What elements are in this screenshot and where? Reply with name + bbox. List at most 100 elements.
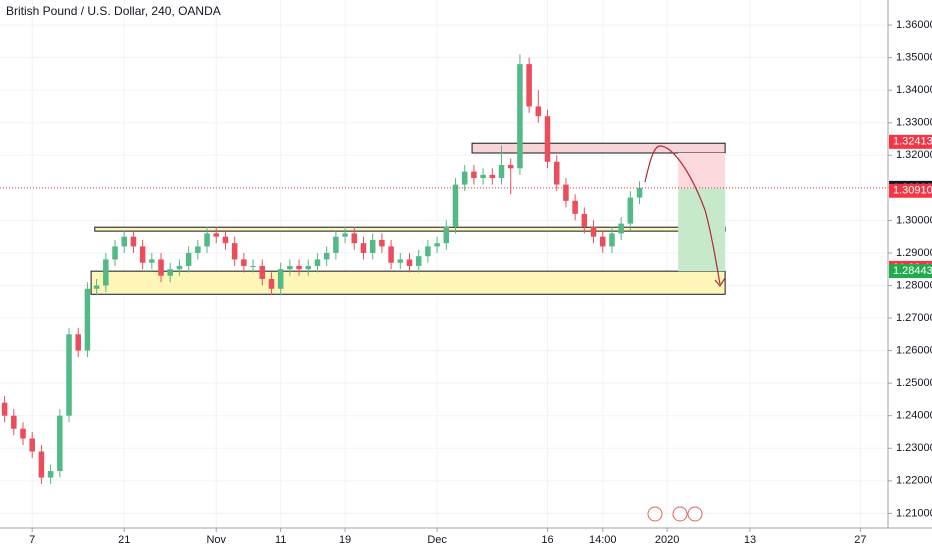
zones bbox=[90, 142, 726, 295]
candle-body bbox=[379, 239, 385, 247]
y-tick-label: 1.24000 bbox=[896, 410, 932, 422]
candle-body bbox=[609, 233, 615, 247]
x-tick-label: 21 bbox=[118, 534, 130, 546]
zone bbox=[471, 142, 726, 154]
candle-body bbox=[29, 438, 35, 452]
candle-body bbox=[93, 285, 100, 289]
candle-body bbox=[11, 415, 17, 429]
candle-body bbox=[434, 243, 440, 247]
candle-body bbox=[581, 213, 588, 227]
y-tick-label: 1.27000 bbox=[896, 312, 932, 324]
x-tick-label: 11 bbox=[275, 534, 286, 546]
x-tick-label: Dec bbox=[427, 534, 447, 546]
candle-body bbox=[526, 64, 532, 107]
candle-body bbox=[38, 451, 45, 478]
y-tick-label: 1.36000 bbox=[896, 19, 932, 31]
candle-body bbox=[323, 252, 330, 260]
candle-body bbox=[636, 187, 643, 198]
y-tick-label: 1.25000 bbox=[896, 377, 932, 389]
candle-body bbox=[1, 402, 8, 416]
x-tick-label: 14:00 bbox=[589, 534, 617, 546]
candle-body bbox=[204, 233, 210, 247]
candle-body bbox=[176, 265, 183, 270]
x-tick-label: Nov bbox=[206, 534, 226, 546]
y-tick-label: 1.29000 bbox=[896, 247, 932, 259]
axes: 1.21000 1.22000 1.23000 1.24000 1.25000 1.260… bbox=[29, 19, 932, 546]
candle-body bbox=[627, 197, 634, 224]
candle-body bbox=[167, 269, 173, 276]
price-label: 1.32413 bbox=[893, 136, 932, 148]
candle-body bbox=[277, 269, 284, 289]
candle-body bbox=[75, 334, 81, 351]
candle-body bbox=[139, 246, 146, 263]
price-label: 1.30910 bbox=[893, 185, 932, 197]
candle-body bbox=[185, 252, 192, 266]
candle-body bbox=[130, 236, 137, 247]
candle-body bbox=[195, 246, 201, 253]
candle-body bbox=[66, 334, 72, 416]
candle-body bbox=[388, 246, 394, 263]
y-tick-label: 1.26000 bbox=[896, 344, 932, 356]
candle-body bbox=[443, 226, 450, 244]
chart-title: British Pound / U.S. Dollar, 240, OANDA bbox=[6, 4, 221, 18]
candle-body bbox=[544, 116, 551, 162]
candle-body bbox=[406, 259, 413, 266]
candle-body bbox=[369, 239, 376, 253]
candle-body bbox=[498, 165, 505, 179]
candle-body bbox=[158, 259, 164, 276]
candle-body bbox=[287, 265, 293, 270]
y-tick-label: 1.32000 bbox=[896, 149, 932, 161]
candle-body bbox=[517, 64, 523, 169]
candle-body bbox=[507, 165, 514, 169]
candle-body bbox=[360, 243, 367, 253]
price-label: 1.28443 bbox=[893, 265, 932, 277]
y-tick-label: 1.34000 bbox=[896, 84, 932, 96]
candle-body bbox=[342, 233, 348, 237]
candle-body bbox=[618, 223, 624, 234]
candle-body bbox=[415, 256, 422, 266]
candle-body bbox=[489, 174, 496, 179]
x-tick-label: 27 bbox=[854, 534, 866, 546]
event-icon bbox=[647, 506, 663, 522]
candle-body bbox=[397, 259, 404, 263]
candle-body bbox=[452, 184, 459, 227]
candle-body bbox=[47, 471, 54, 478]
zone bbox=[90, 270, 726, 295]
y-tick-label: 1.22000 bbox=[896, 475, 932, 487]
x-tick-label: 13 bbox=[744, 534, 756, 546]
candle-body bbox=[553, 161, 560, 185]
event-icons bbox=[647, 506, 703, 522]
candle-body bbox=[231, 243, 238, 260]
candle-body bbox=[535, 106, 542, 117]
candle-body bbox=[333, 236, 339, 253]
x-tick-label: 2020 bbox=[655, 534, 679, 546]
candle-body bbox=[103, 259, 109, 286]
candle-body bbox=[563, 184, 569, 201]
price-label-bg bbox=[889, 134, 932, 149]
candle-body bbox=[84, 288, 91, 351]
candle-body bbox=[314, 259, 321, 266]
y-tick-label: 1.30000 bbox=[896, 214, 932, 226]
candle-body bbox=[590, 226, 597, 237]
candle-body bbox=[222, 236, 229, 244]
projection-arrow bbox=[644, 145, 721, 285]
event-icon bbox=[672, 506, 688, 522]
x-tick-label: 7 bbox=[29, 534, 35, 546]
candle-body bbox=[250, 265, 256, 267]
zone bbox=[94, 226, 726, 232]
candle-body bbox=[572, 200, 578, 214]
zone bbox=[678, 152, 726, 189]
x-tick-label: 16 bbox=[541, 534, 553, 546]
candle-body bbox=[112, 246, 118, 260]
candle-body bbox=[213, 233, 220, 237]
candle-body bbox=[57, 415, 63, 472]
candle-body bbox=[121, 236, 127, 247]
y-tick-label: 1.35000 bbox=[896, 52, 932, 64]
event-icon bbox=[687, 506, 703, 522]
price-label-bg bbox=[889, 264, 932, 279]
candle-body bbox=[259, 265, 266, 279]
y-tick-label: 1.33000 bbox=[896, 117, 932, 129]
candle-body bbox=[296, 265, 302, 270]
